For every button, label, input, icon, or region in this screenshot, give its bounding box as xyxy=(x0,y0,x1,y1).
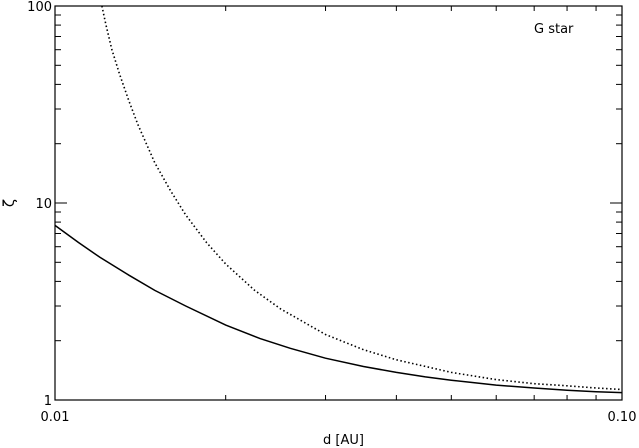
y-axis-label: ζ xyxy=(0,199,18,207)
series-layer xyxy=(54,5,623,394)
axis-ticks xyxy=(54,5,623,401)
y-tick-label: 100 xyxy=(27,0,52,15)
x-tick-label: 0.01 xyxy=(41,410,70,425)
series-line-dotted xyxy=(101,5,623,391)
x-tick-label: 0.10 xyxy=(608,410,637,425)
chart-annotation: G star xyxy=(534,22,574,37)
series-line-solid xyxy=(54,224,623,394)
y-tick-label: 1 xyxy=(44,394,52,409)
y-tick-label: 10 xyxy=(35,197,52,212)
plot-frame xyxy=(54,5,623,401)
x-axis-label: d [AU] xyxy=(323,433,364,448)
tick-labels: 0.01 0.10 1 10 100 xyxy=(27,0,636,425)
